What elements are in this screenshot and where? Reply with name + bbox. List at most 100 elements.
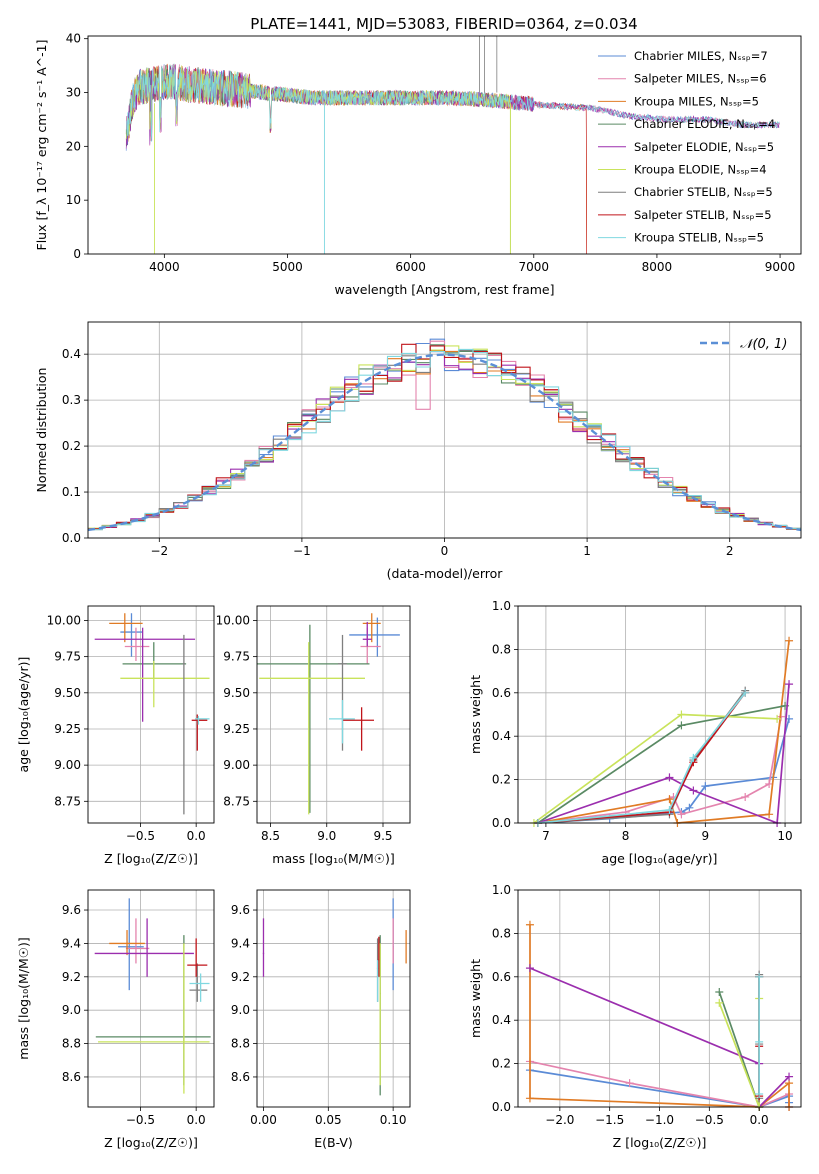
y-tick-label: 9.00 [223, 758, 250, 772]
weight-marker [755, 1089, 764, 1098]
flux-spectrum-panel: 4000 5000 6000 7000 8000 9000 0 10 20 30 40 wavelen… [34, 32, 802, 297]
y-tick-label: 0 [73, 247, 81, 261]
weight-marker [785, 636, 794, 645]
y-tick-label: 10 [66, 193, 81, 207]
y-axis-label: mass weight [468, 675, 483, 754]
legend-label: Chabrier MILES, Nₛₛₚ=7 [634, 49, 768, 63]
y-tick-label: 8.8 [231, 1037, 250, 1051]
x-tick-label: 0.00 [250, 1113, 277, 1127]
y-tick-label: 9.00 [54, 758, 81, 772]
y-tick-label: 9.50 [54, 686, 81, 700]
mass-vs-ebv-panel: 0.00 0.05 0.10 8.6 8.8 9.0 9.2 9.4 9.6 E(B-V) [231, 889, 411, 1150]
weight-line [537, 640, 790, 824]
legend-label: Kroupa STELIB, Nₛₛₚ=5 [634, 231, 764, 245]
x-tick-label: 8000 [642, 260, 673, 274]
x-tick-label: −0.5 [695, 1113, 724, 1127]
y-tick-label: 0.0 [492, 1100, 511, 1114]
weight-marker [677, 710, 686, 719]
y-tick-label: 9.2 [62, 970, 81, 984]
legend-label: Salpeter STELIB, Nₛₛₚ=5 [634, 208, 772, 222]
y-tick-label: 9.6 [62, 903, 81, 917]
weight-marker [677, 810, 686, 819]
weight-line [537, 684, 790, 825]
y-tick-label: 9.25 [54, 722, 81, 736]
y-tick-label: 20 [66, 139, 81, 153]
y-tick-label: 9.6 [231, 903, 250, 917]
y-tick-label: 0.4 [492, 729, 511, 743]
y-tick-label: 8.6 [62, 1070, 81, 1084]
y-tick-label: 9.0 [231, 1003, 250, 1017]
x-tick-label: 0 [441, 544, 449, 558]
y-tick-label: 9.75 [223, 650, 250, 664]
weight-marker [685, 803, 694, 812]
y-tick-label: 0.8 [492, 926, 511, 940]
weight-marker [701, 782, 710, 791]
error-crosses [94, 898, 211, 1094]
x-tick-label: 0.0 [187, 1113, 206, 1127]
y-axis-label: mass weight [468, 959, 483, 1038]
x-tick-label: 0.0 [750, 1113, 769, 1127]
normal-curve [87, 353, 802, 532]
y-tick-label: 0.3 [62, 393, 81, 407]
weight-line [537, 704, 786, 824]
x-tick-label: 9 [702, 829, 710, 843]
spectrum-line [125, 63, 780, 142]
x-tick-label: 9.0 [317, 829, 336, 843]
y-tick-label: 0.0 [62, 531, 81, 545]
mass-weight-vs-age-panel: 7 8 9 10 0.0 0.2 0.4 0.6 0.8 1.0 age [log₁₀(age/yr… [468, 599, 802, 866]
x-tick-label: −1.0 [645, 1113, 674, 1127]
age-vs-mass-panel: 8.5 9.0 9.5 8.75 9.00 9.25 9.50 9.75 10.00 mass [… [216, 605, 411, 866]
x-tick-label: 1 [583, 544, 591, 558]
weight-marker [785, 680, 794, 689]
weight-marker [665, 773, 674, 782]
weight-marker [665, 795, 674, 804]
x-tick-label: −1 [293, 544, 311, 558]
x-tick-label: 7 [542, 829, 550, 843]
x-tick-label: 6000 [395, 260, 426, 274]
error-crosses [94, 613, 210, 815]
y-tick-label: 0.2 [492, 1057, 511, 1071]
y-tick-label: 0.2 [62, 439, 81, 453]
x-tick-label: 8.5 [261, 829, 280, 843]
y-tick-label: 1.0 [492, 883, 511, 897]
weight-marker [715, 998, 724, 1007]
axes-frame [517, 605, 802, 824]
axes-frame [256, 605, 411, 824]
weight-marker [741, 792, 750, 801]
y-tick-label: 9.4 [231, 936, 250, 950]
legend-label: Kroupa ELODIE, Nₛₛₚ=4 [634, 163, 767, 177]
y-axis-label: Flux [f_λ 10⁻¹⁷ erg cm⁻² s⁻¹ A^-1] [34, 40, 49, 251]
x-axis-label: mass [log₁₀(M/M☉)] [272, 851, 394, 866]
x-tick-label: 5000 [272, 260, 303, 274]
y-tick-label: 0.6 [492, 686, 511, 700]
x-tick-label: 7000 [519, 260, 550, 274]
weight-line [533, 713, 778, 824]
x-tick-label: 0.05 [315, 1113, 342, 1127]
weight-line [718, 976, 760, 1108]
legend-label: Chabrier ELODIE, Nₛₛₚ=4 [634, 117, 775, 131]
weight-marker [677, 721, 686, 730]
figure-title: PLATE=1441, MJD=53083, FIBERID=0364, z=0… [250, 15, 637, 33]
y-tick-label: 8.75 [54, 794, 81, 808]
residual-histogram [88, 348, 801, 531]
x-tick-label: −0.5 [126, 1113, 155, 1127]
axes-frame [87, 889, 215, 1108]
y-tick-label: 0.4 [492, 1013, 511, 1027]
legend-label: Chabrier STELIB, Nₛₛₚ=5 [634, 185, 773, 199]
y-tick-label: 0.1 [62, 485, 81, 499]
legend-label: Salpeter MILES, Nₛₛₚ=6 [634, 72, 767, 86]
y-axis-label: mass [log₁₀(M/M☉)] [16, 937, 31, 1059]
y-tick-label: 9.25 [223, 722, 250, 736]
legend-label: Salpeter ELODIE, Nₛₛₚ=5 [634, 140, 774, 154]
x-tick-label: 0.0 [187, 829, 206, 843]
x-tick-label: −0.5 [126, 829, 155, 843]
axes-frame [87, 35, 802, 255]
weight-marker [773, 714, 782, 723]
x-tick-label: −1.5 [595, 1113, 624, 1127]
y-tick-label: 0.8 [492, 642, 511, 656]
y-tick-label: 0.4 [62, 347, 81, 361]
x-axis-label: Z [log₁₀(Z/Z☉)] [104, 1135, 198, 1150]
x-tick-label: −2 [150, 544, 168, 558]
y-tick-label: 40 [66, 32, 81, 46]
y-tick-label: 10.00 [47, 613, 81, 627]
